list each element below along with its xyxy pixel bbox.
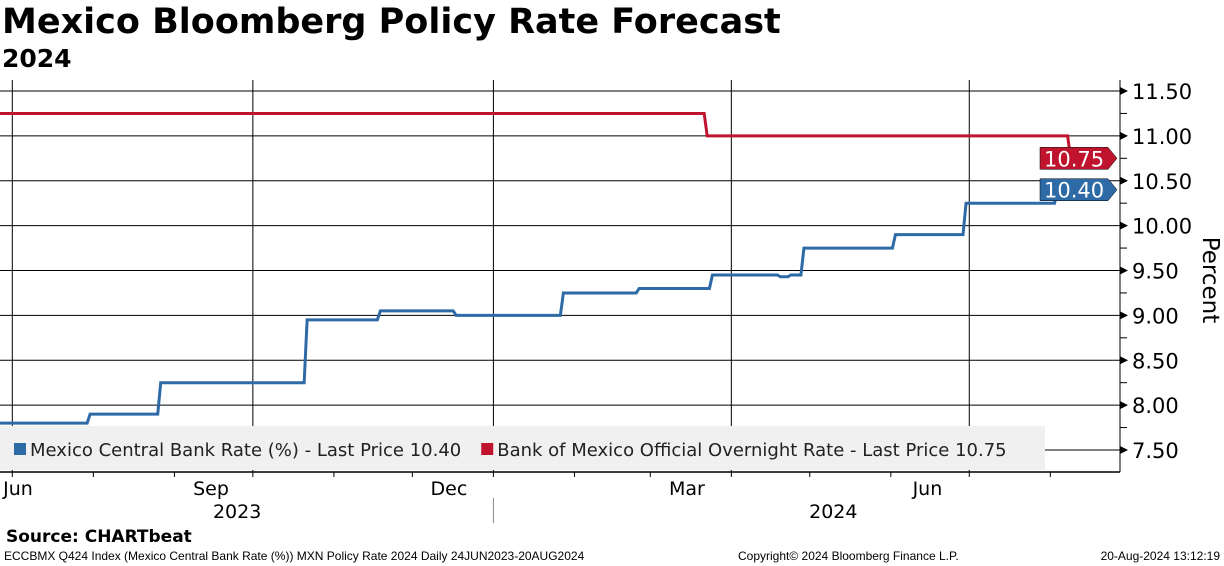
series-line (0, 188, 1102, 425)
legend-swatch (14, 443, 26, 455)
chart-subtitle: 2024 (2, 44, 72, 73)
y-tick-label: 11.00 (1132, 125, 1192, 149)
y-tick-label: 9.50 (1132, 260, 1179, 284)
footer-left: ECCBMX Q424 Index (Mexico Central Bank R… (4, 549, 585, 563)
y-axis-label: Percent (1197, 237, 1223, 324)
last-price-label: 10.75 (1044, 147, 1104, 171)
legend-swatch (481, 443, 494, 455)
y-tick (1120, 401, 1128, 410)
legend-label: Bank of Mexico Official Overnight Rate -… (497, 440, 1006, 461)
x-month-label: Dec (431, 478, 468, 500)
chart-title: Mexico Bloomberg Policy Rate Forecast (2, 2, 781, 42)
x-month-label: Jun (912, 478, 943, 500)
legend-label: Mexico Central Bank Rate (%) - Last Pric… (30, 440, 461, 461)
y-tick-label: 7.50 (1132, 439, 1179, 463)
y-tick (1120, 221, 1128, 230)
last-price-tag (1039, 147, 1118, 170)
footer-timestamp: 20-Aug-2024 13:12:19 (1100, 549, 1220, 563)
y-tick-label: 10.00 (1132, 215, 1192, 239)
x-month-label: Jun (2, 478, 33, 500)
x-month-label: Mar (669, 478, 705, 500)
x-month-label: Sep (193, 478, 229, 500)
last-price-label: 10.40 (1044, 179, 1104, 203)
source-label: Source: CHARTbeat (6, 527, 192, 547)
y-tick (1120, 446, 1128, 454)
legend-background (0, 426, 1045, 470)
y-tick-label: 8.00 (1132, 394, 1179, 418)
y-tick-label: 10.50 (1132, 170, 1192, 194)
y-tick-label: 9.00 (1132, 304, 1179, 328)
y-tick (1120, 266, 1128, 275)
x-year-label: 2023 (213, 501, 261, 523)
last-price-tag (1039, 178, 1118, 201)
y-tick (1120, 311, 1128, 320)
x-year-label: 2024 (809, 501, 857, 523)
y-tick-label: 11.50 (1132, 80, 1192, 104)
y-tick (1120, 356, 1128, 365)
y-tick (1120, 87, 1128, 95)
y-tick (1120, 176, 1128, 185)
y-tick (1120, 131, 1128, 140)
y-tick-label: 8.50 (1132, 349, 1179, 373)
footer-copyright: Copyright© 2024 Bloomberg Finance L.P. (738, 549, 959, 563)
